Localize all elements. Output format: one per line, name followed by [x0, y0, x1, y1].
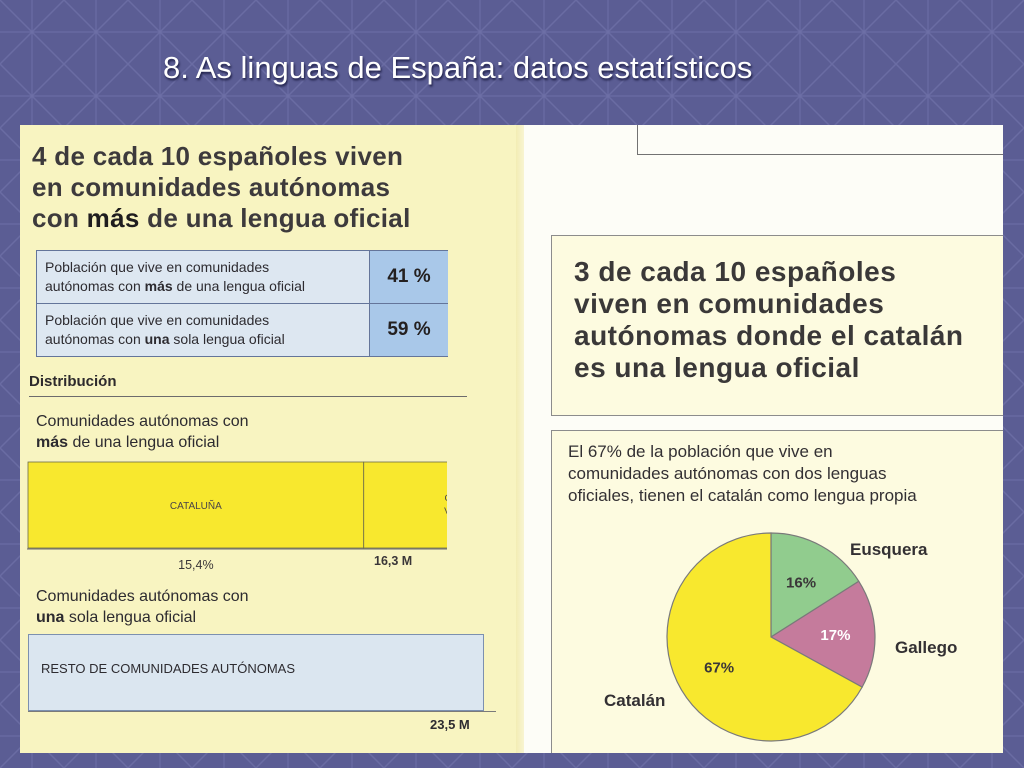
pie-value-eusquera: 16% [786, 574, 816, 591]
pie-label-gallego: Gallego [895, 638, 957, 657]
pie-description: El 67% de la población que vive en comun… [568, 441, 917, 507]
pie-value-gallego: 17% [820, 627, 850, 644]
pie-label-eusquera: Eusquera [850, 540, 928, 559]
single-language-subtitle-post: sola lengua oficial [64, 609, 197, 626]
population-value-multi: 41 % [369, 251, 448, 303]
bar-comunidad-valenciana [363, 461, 447, 549]
right-headline-line-3: autónomas donde el catalán [574, 320, 964, 351]
pie-description-line-2: comunidades autónomas con dos lenguas [568, 464, 887, 483]
rest-communities-bar [28, 634, 484, 711]
population-label-multi-line-1: Población que vive en comunidades [45, 259, 270, 275]
right-headline: 3 de cada 10 españoles viven en comunida… [574, 256, 964, 384]
population-label-multi-post: de una lengua oficial [172, 278, 305, 294]
left-headline: 4 de cada 10 españoles viven en comunida… [32, 141, 411, 234]
distribution-divider [29, 396, 467, 397]
left-headline-post: de una lengua oficial [139, 203, 411, 233]
right-headline-box: 3 de cada 10 españoles viven en comunida… [551, 235, 1003, 416]
left-headline-line-1: 4 de cada 10 españoles viven [32, 141, 404, 171]
population-label-single-line-1: Población que vive en comunidades [45, 312, 270, 328]
bar-value-cataluna: 15,4% [178, 558, 213, 572]
rest-communities-label: RESTO DE COMUNIDADES AUTÓNOMAS [41, 661, 296, 676]
multi-language-subtitle-line-2: más de una lengua oficial [36, 432, 249, 453]
right-headline-line-4: es una lengua oficial [574, 352, 860, 383]
pie-value-catalan: 67% [704, 660, 734, 677]
bar-label-cataluna: CATALUÑA [170, 499, 222, 512]
right-top-frame [637, 125, 1003, 155]
bar-total-label: 16,3 M [374, 554, 412, 568]
left-headline-pre: con [32, 203, 87, 233]
population-table: Población que vive en comunidades autóno… [36, 250, 448, 357]
slide-title: 8. As linguas de España: datos estatísti… [163, 50, 753, 85]
left-headline-line-2: en comunidades autónomas [32, 172, 391, 202]
multi-language-subtitle-emphasis: más [36, 434, 69, 451]
left-headline-emphasis: más [86, 203, 140, 233]
bar-label-comunidad-valenciana-line-1: COMUNIDAD [445, 493, 447, 504]
population-label-multi-pre: autónomas con [45, 278, 145, 294]
pie-slice-eusquera [770, 532, 860, 639]
single-language-subtitle-emphasis: una [36, 609, 65, 626]
pie-slice-catalan [666, 532, 863, 742]
right-headline-line-2: viven en comunidades [574, 288, 885, 319]
rest-communities-total: 23,5 M [430, 717, 470, 732]
population-label-multi-emphasis: más [144, 278, 173, 294]
multi-language-subtitle: Comunidades autónomas con más de una len… [36, 411, 249, 453]
left-headline-line-3: con más de una lengua oficial [32, 203, 411, 234]
pie-description-line-3: oficiales, tienen el catalán como lengua… [568, 486, 917, 505]
single-language-subtitle: Comunidades autónomas con una sola lengu… [36, 586, 249, 628]
bar-cataluna [27, 461, 365, 549]
population-value-single: 59 % [369, 304, 448, 356]
pie-slice-gallego [769, 580, 876, 688]
population-row-multi: Población que vive en comunidades autóno… [37, 251, 448, 304]
pie-label-catalan: Catalán [604, 691, 665, 710]
population-label-single-post: sola lengua oficial [169, 331, 285, 347]
distribution-title: Distribución [29, 373, 117, 390]
pie-description-line-1: El 67% de la población que vive en [568, 442, 833, 461]
left-page: 4 de cada 10 españoles viven en comunida… [20, 125, 524, 753]
single-language-subtitle-line-1: Comunidades autónomas con [36, 588, 249, 605]
right-headline-line-1: 3 de cada 10 españoles [574, 256, 897, 287]
rest-communities-axis [28, 711, 496, 712]
multi-language-subtitle-post: de una lengua oficial [68, 434, 220, 451]
population-label-single-pre: autónomas con [45, 331, 145, 347]
stacked-bar-chart: CATALUÑA15,4%COMUNIDADVALENCIANA10,1%ISL… [27, 461, 447, 572]
pie-chart: 16% 17% 67% Eusquera Gallego Catalán [604, 532, 957, 742]
single-language-subtitle-line-2: una sola lengua oficial [36, 607, 249, 628]
bar-label-comunidad-valenciana-line-2: VALENCIANA [444, 506, 447, 517]
book-spread-image: 4 de cada 10 españoles viven en comunida… [20, 125, 1003, 753]
population-row-single: Población que vive en comunidades autóno… [37, 304, 448, 356]
right-page: 3 de cada 10 españoles viven en comunida… [524, 125, 1003, 753]
population-label-multi: Población que vive en comunidades autóno… [45, 258, 375, 296]
population-label-single-emphasis: una [144, 331, 170, 347]
multi-language-subtitle-line-1: Comunidades autónomas con [36, 413, 249, 430]
population-label-single: Población que vive en comunidades autóno… [45, 311, 375, 349]
